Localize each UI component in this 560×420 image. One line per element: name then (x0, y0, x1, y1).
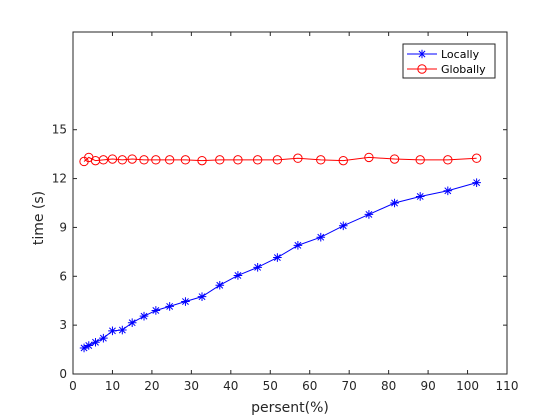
data-point-globally (151, 155, 161, 165)
data-point-globally (215, 155, 225, 165)
series-layer (79, 152, 482, 353)
data-point-locally (118, 325, 127, 335)
data-point-locally (415, 192, 425, 201)
data-point-locally (84, 341, 94, 350)
data-point-globally (180, 155, 191, 165)
y-tick-label: 6 (59, 269, 67, 283)
data-point-globally (197, 155, 207, 166)
data-point-globally (272, 155, 283, 165)
data-point-locally (108, 326, 117, 336)
y-tick-label: 12 (52, 172, 67, 186)
data-point-globally (107, 154, 118, 164)
x-tick-label: 100 (456, 379, 479, 393)
data-point-globally (338, 155, 348, 166)
data-point-globally (364, 152, 374, 163)
data-point-globally (127, 154, 137, 164)
data-point-locally (91, 337, 100, 347)
x-tick-label: 60 (302, 379, 317, 393)
data-point-globally (117, 155, 128, 165)
plot-frame (72, 31, 508, 375)
data-point-globally (316, 155, 326, 165)
x-tick-label: 90 (420, 379, 435, 393)
legend-marker (417, 49, 427, 59)
data-point-locally (181, 297, 190, 306)
x-tick-label: 110 (496, 379, 519, 393)
series-locally (79, 178, 481, 353)
data-point-locally (316, 232, 326, 242)
legend-entry-globally: Globally (407, 63, 486, 76)
x-tick-label: 70 (342, 379, 357, 393)
axis-ticks: 0 10 20 30 40 50 60 70 80 90 100 110 0 3 6 9 12 15 (52, 32, 519, 393)
legend-entry-locally: Locally (407, 48, 480, 61)
data-point-globally (164, 155, 175, 165)
data-point-locally (443, 186, 453, 196)
data-point-locally (253, 263, 262, 272)
data-point-locally (233, 271, 243, 280)
data-point-locally (165, 302, 174, 311)
data-point-globally (293, 153, 303, 163)
data-point-globally (252, 155, 263, 165)
data-point-locally (472, 178, 481, 187)
data-point-globally (471, 153, 482, 163)
data-point-globally (139, 155, 149, 165)
series-globally (79, 152, 482, 167)
data-point-locally (151, 306, 161, 315)
data-point-locally (79, 343, 89, 353)
data-point-globally (443, 155, 453, 165)
x-tick-label: 80 (381, 379, 396, 393)
x-tick-label: 20 (144, 379, 159, 393)
x-tick-label: 10 (105, 379, 120, 393)
x-tick-label: 50 (263, 379, 278, 393)
x-tick-label: 40 (223, 379, 238, 393)
data-point-globally (389, 154, 400, 164)
legend-label: Globally (441, 63, 486, 76)
legend-label: Locally (441, 48, 480, 61)
x-axis-label: persent(%) (251, 400, 329, 416)
y-tick-label: 3 (59, 318, 67, 332)
y-tick-label: 15 (52, 123, 67, 137)
legend-box (402, 43, 496, 79)
y-tick-label: 9 (59, 220, 67, 234)
y-axis-label: time (s) (31, 191, 47, 245)
data-point-locally (273, 253, 282, 262)
data-point-locally (338, 221, 348, 231)
legend-marker (417, 64, 427, 74)
data-point-locally (215, 280, 225, 290)
data-point-locally (364, 210, 374, 219)
data-point-locally (390, 198, 399, 208)
x-tick-label: 0 (69, 379, 77, 393)
plot-area (73, 32, 507, 374)
data-point-locally (127, 318, 137, 327)
data-point-globally (98, 155, 109, 165)
x-tick-label: 30 (184, 379, 199, 393)
y-tick-label: 0 (59, 367, 67, 381)
data-point-globally (233, 155, 243, 165)
data-point-locally (293, 241, 303, 250)
data-point-locally (139, 311, 149, 321)
data-point-globally (415, 155, 425, 165)
data-point-locally (197, 292, 207, 301)
legend: Locally Globally (402, 43, 496, 79)
data-point-locally (99, 333, 108, 343)
